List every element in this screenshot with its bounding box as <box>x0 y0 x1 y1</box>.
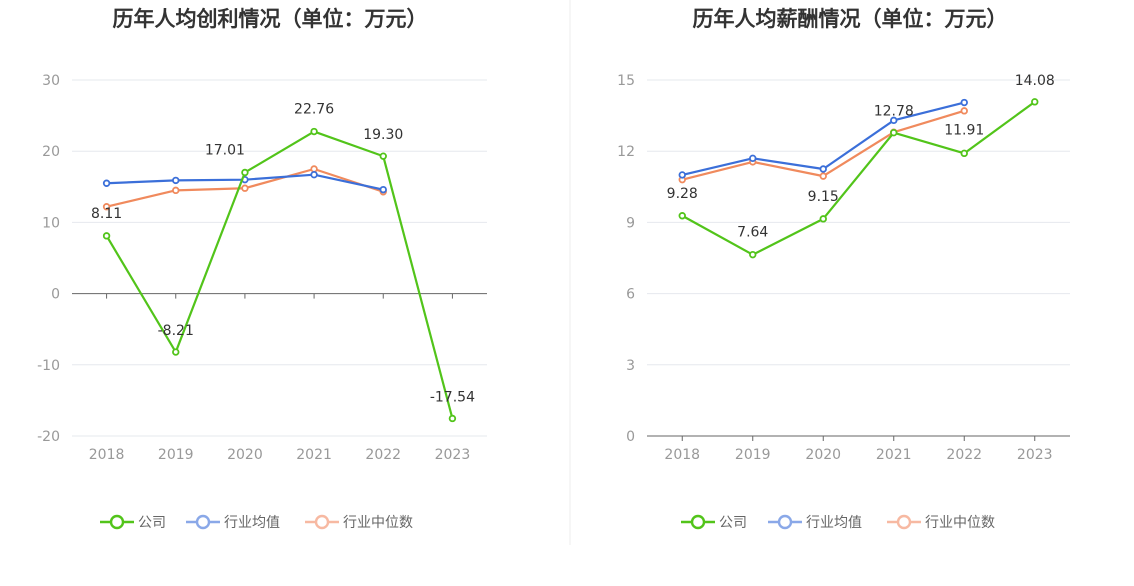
series-company-point[interactable] <box>960 149 968 158</box>
y-tick-label: 20 <box>42 144 60 160</box>
x-tick-label: 2022 <box>946 447 982 463</box>
chart-title: 历年人均薪酬情况（单位：万元） <box>693 7 1008 31</box>
data-label: 22.76 <box>294 102 334 118</box>
y-tick-label: 9 <box>626 215 635 231</box>
y-tick-label: 3 <box>626 358 635 374</box>
data-label: 12.78 <box>874 104 914 120</box>
data-label: 7.64 <box>737 225 768 241</box>
x-tick-label: 2023 <box>435 447 471 463</box>
data-label: 9.15 <box>808 189 839 205</box>
legend-item-company[interactable]: 公司 <box>100 514 166 531</box>
x-tick-label: 2021 <box>296 447 332 463</box>
legend-label: 行业中位数 <box>925 515 995 531</box>
legend-item-company[interactable]: 公司 <box>681 514 747 531</box>
y-tick-label: 15 <box>617 73 635 89</box>
data-label: 11.91 <box>944 122 984 138</box>
x-tick-label: 2019 <box>158 447 194 463</box>
series-company-point[interactable] <box>379 152 387 160</box>
x-tick-label: 2018 <box>664 447 700 463</box>
series-industry-mean-point[interactable] <box>678 171 686 179</box>
series-industry-mean-line <box>681 101 965 177</box>
series-industry-median-point[interactable] <box>310 165 318 173</box>
legend-item-industry-mean[interactable]: 行业均值 <box>186 514 280 531</box>
series-industry-mean-point[interactable] <box>749 154 757 163</box>
data-label: 14.08 <box>1015 73 1055 89</box>
x-tick-label: 2022 <box>365 447 401 463</box>
legend-item-industry-median[interactable]: 行业中位数 <box>305 514 413 531</box>
legend-label: 行业中位数 <box>343 515 413 531</box>
legend-label: 行业均值 <box>806 515 862 531</box>
x-tick-label: 2021 <box>876 447 912 463</box>
y-tick-label: 0 <box>51 287 60 303</box>
legend-circle-icon <box>195 514 211 530</box>
series-company-point[interactable] <box>819 215 827 223</box>
y-tick-label: 30 <box>42 73 60 89</box>
x-tick-label: 2020 <box>227 447 263 463</box>
y-tick-label: 12 <box>617 144 635 160</box>
chart-title: 历年人均创利情况（单位：万元） <box>113 7 428 31</box>
series-company-point[interactable] <box>310 127 318 136</box>
legend-circle-icon <box>109 514 125 530</box>
series-industry-mean-point[interactable] <box>102 179 111 187</box>
legend-label: 行业均值 <box>224 515 280 531</box>
series-company-point[interactable] <box>102 232 111 240</box>
legend-circle-icon <box>690 514 706 530</box>
legend-label: 公司 <box>719 515 747 531</box>
series-industry-mean-point[interactable] <box>379 185 387 194</box>
y-tick-label: 10 <box>42 215 60 231</box>
y-tick-label: 6 <box>626 287 635 303</box>
legend-circle-icon <box>896 514 912 530</box>
series-industry-median-point[interactable] <box>102 203 111 211</box>
data-label: 19.30 <box>363 127 403 143</box>
series-industry-mean-point[interactable] <box>310 170 318 179</box>
legend-label: 公司 <box>138 515 166 531</box>
series-company-point[interactable] <box>890 128 898 137</box>
chart-1: 历年人均创利情况（单位：万元） 30 20 10 0 -10 -20 2018 2019 2020… <box>37 7 487 531</box>
data-label: 8.11 <box>91 206 122 222</box>
series-industry-mean-point[interactable] <box>172 176 180 185</box>
series-company-point[interactable] <box>678 212 686 220</box>
series-industry-median-point[interactable] <box>819 172 827 180</box>
chart-2: 历年人均薪酬情况（单位：万元） 15 12 9 6 3 0 2018 2019 2020 2021 2… <box>617 7 1070 531</box>
legend-circle-icon <box>314 514 330 530</box>
series-industry-mean-point[interactable] <box>819 165 827 173</box>
legend-item-industry-mean[interactable]: 行业均值 <box>768 514 862 531</box>
x-tick-label: 2023 <box>1017 447 1053 463</box>
series-company-point[interactable] <box>448 414 457 423</box>
legend-circle-icon <box>777 514 793 530</box>
series-company-point[interactable] <box>1031 98 1039 106</box>
series-company-point[interactable] <box>241 168 249 177</box>
series-company-point[interactable] <box>172 348 180 356</box>
y-tick-label: 0 <box>626 429 635 445</box>
legend-item-industry-median[interactable]: 行业中位数 <box>887 514 995 531</box>
x-tick-label: 2020 <box>805 447 841 463</box>
y-tick-label: -20 <box>37 429 60 445</box>
series-company-point[interactable] <box>749 250 757 259</box>
data-label: -17.54 <box>430 389 475 405</box>
series-company-line <box>681 100 1036 256</box>
data-label: -8.21 <box>158 323 194 339</box>
series-industry-mean-point[interactable] <box>890 116 898 125</box>
x-tick-label: 2018 <box>89 447 125 463</box>
series-industry-median-point[interactable] <box>172 186 180 195</box>
series-industry-median-point[interactable] <box>241 184 249 192</box>
data-label: 17.01 <box>205 142 245 158</box>
series-industry-mean-point[interactable] <box>960 98 968 107</box>
data-label: 9.28 <box>667 186 698 202</box>
y-tick-label: -10 <box>37 358 60 374</box>
series-industry-median-point[interactable] <box>960 107 968 115</box>
series-company-line <box>105 130 454 419</box>
x-tick-label: 2019 <box>735 447 771 463</box>
